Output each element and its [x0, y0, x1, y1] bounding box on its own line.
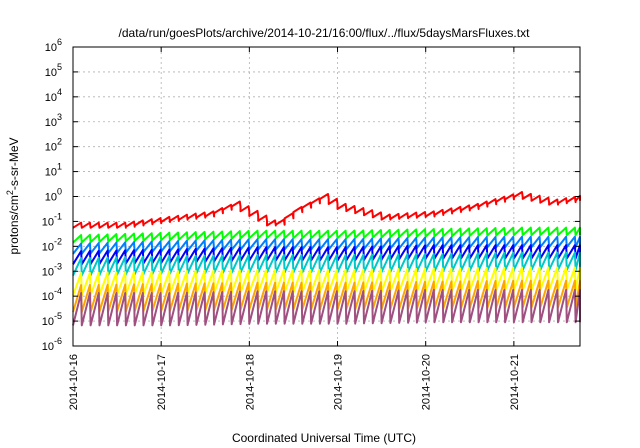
y-tick-label: 100	[45, 187, 62, 204]
y-tick-label: 10-1	[42, 211, 62, 228]
x-tick-label: 2014-10-16	[68, 354, 80, 410]
x-axis-label: Coordinated Universal Time (UTC)	[232, 431, 416, 445]
y-tick-label: 104	[45, 87, 62, 104]
series-group	[72, 191, 581, 327]
chart-title: /data/run/goesPlots/archive/2014-10-21/1…	[119, 26, 531, 40]
y-tick-label: 101	[45, 162, 62, 179]
x-tick-label: 2014-10-20	[421, 354, 433, 410]
y-tick-label: 10-5	[42, 311, 62, 328]
y-tick-label: 10-3	[42, 261, 62, 278]
y-tick-label: 10-4	[42, 286, 62, 303]
y-tick-label: 10-2	[42, 236, 62, 253]
x-tick-label: 2014-10-17	[156, 354, 168, 410]
series-line-8	[72, 288, 581, 327]
series-line-2	[72, 226, 581, 244]
y-tick-label: 10-6	[42, 336, 62, 353]
series-line-1	[72, 191, 581, 229]
x-tick-label: 2014-10-18	[244, 354, 256, 410]
y-axis-ticks: 10-6 10-5 10-4 10-3 10-2 10-1 100 101 102 103 104 1…	[42, 37, 580, 353]
x-tick-label: 2014-10-19	[333, 354, 345, 410]
y-tick-label: 103	[45, 112, 62, 129]
y-axis-label: protons/cm2-s-sr-MeV	[5, 137, 21, 254]
x-tick-label: 2014-10-21	[509, 354, 521, 410]
y-tick-label: 106	[45, 37, 62, 54]
y-tick-label: 105	[45, 62, 62, 79]
series-line-3	[72, 235, 581, 255]
y-tick-label: 102	[45, 137, 62, 154]
x-axis-ticks: 2014-10-16 2014-10-17 2014-10-18 2014-10-19…	[68, 47, 521, 410]
